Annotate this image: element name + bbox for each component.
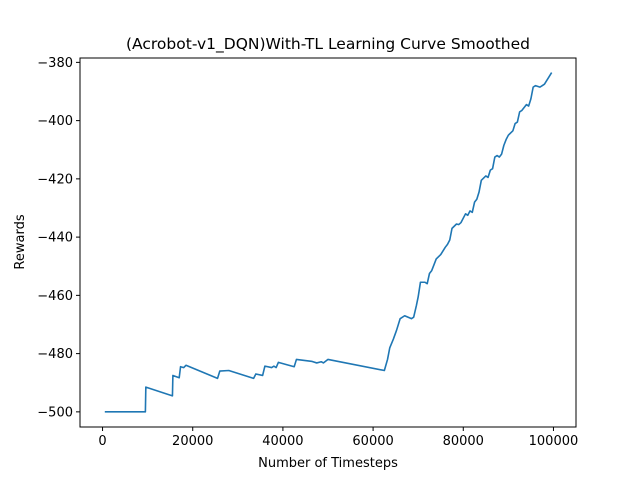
y-tick-label: −420 xyxy=(37,172,73,187)
y-axis-label: Rewards xyxy=(13,214,28,269)
y-axis-ticks: −500 −480 −460 −440 −420 −400 −380 xyxy=(37,56,80,420)
y-tick-label: −380 xyxy=(37,56,73,71)
y-tick-label: −440 xyxy=(37,231,73,246)
axes-frame xyxy=(79,57,577,428)
series-line-0 xyxy=(104,72,553,413)
y-tick-label: −400 xyxy=(37,114,73,129)
plot-content xyxy=(104,72,553,413)
x-tick-label: 60000 xyxy=(352,434,393,449)
y-tick-label: −460 xyxy=(37,289,73,304)
x-axis-ticks: 0 20000 40000 60000 80000 100000 xyxy=(98,427,578,449)
x-tick-label: 40000 xyxy=(262,434,303,449)
x-axis-label: Number of Timesteps xyxy=(258,456,398,471)
y-tick-label: −480 xyxy=(37,347,73,362)
x-tick-label: 100000 xyxy=(529,434,579,449)
chart-title: (Acrobot-v1_DQN)With-TL Learning Curve S… xyxy=(126,35,530,54)
x-tick-label: 20000 xyxy=(172,434,213,449)
x-tick-label: 0 xyxy=(98,434,106,449)
y-tick-label: −500 xyxy=(37,405,73,420)
x-tick-label: 80000 xyxy=(443,434,484,449)
